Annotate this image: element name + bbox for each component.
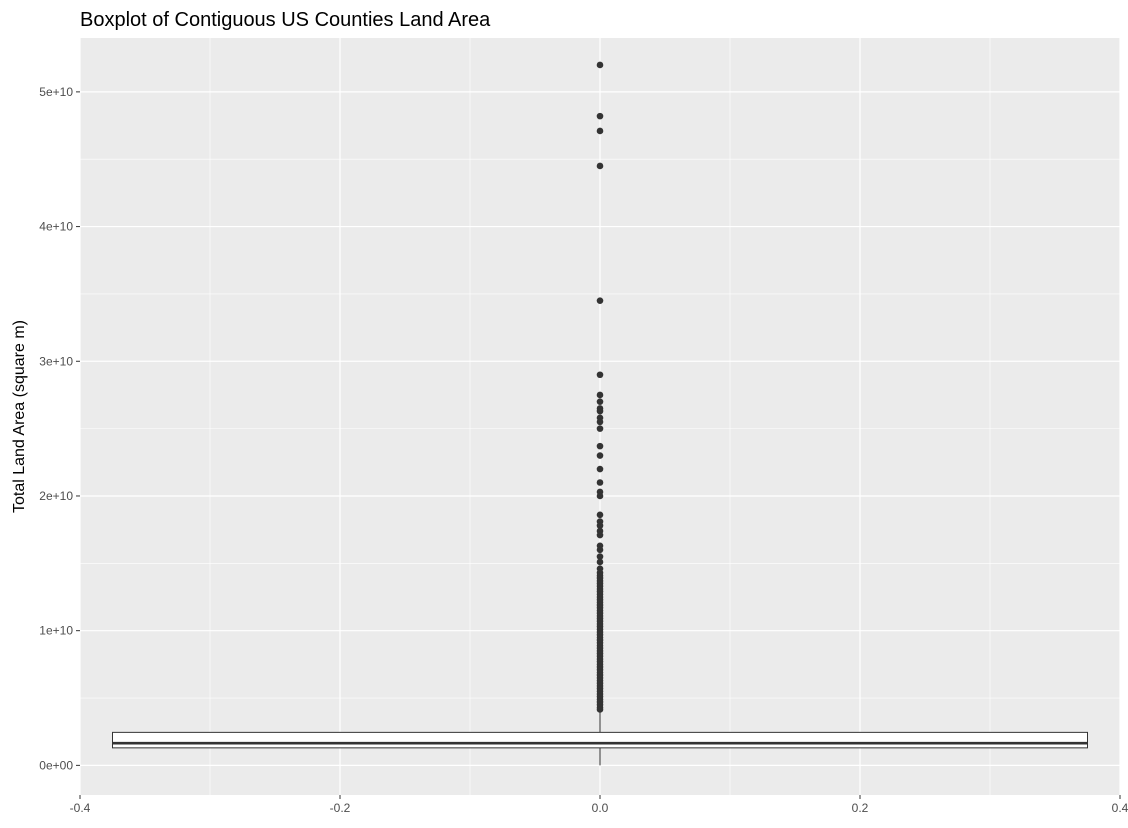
outlier-point bbox=[596, 558, 604, 566]
outlier-point bbox=[596, 546, 604, 554]
x-tick-label: 0.2 bbox=[852, 801, 869, 815]
outlier-point bbox=[596, 162, 604, 170]
y-tick-label: 1e+10 bbox=[39, 624, 73, 638]
outlier-point bbox=[596, 531, 604, 539]
outlier-point bbox=[596, 511, 604, 519]
outlier-point bbox=[596, 371, 604, 379]
outlier-points bbox=[596, 61, 604, 713]
outlier-point bbox=[596, 61, 604, 69]
outlier-point bbox=[596, 391, 604, 399]
outlier-point bbox=[596, 425, 604, 432]
outlier-point bbox=[596, 452, 604, 459]
y-axis-title: Total Land Area (square m) bbox=[11, 320, 28, 513]
x-tick-label: -0.4 bbox=[70, 801, 91, 815]
x-tick-label: 0.4 bbox=[1112, 801, 1128, 815]
outlier-point bbox=[596, 479, 604, 486]
box-element bbox=[112, 710, 1088, 766]
outlier-point bbox=[596, 706, 604, 713]
outlier-point bbox=[596, 112, 604, 120]
outlier-point bbox=[596, 418, 604, 426]
y-tick-label: 2e+10 bbox=[39, 489, 73, 503]
outlier-point bbox=[596, 522, 604, 529]
y-tick-label: 5e+10 bbox=[39, 85, 73, 99]
outlier-point bbox=[596, 442, 604, 450]
x-tick-label: 0.0 bbox=[592, 801, 609, 815]
outlier-point bbox=[596, 492, 604, 500]
chart-title: Boxplot of Contiguous US Counties Land A… bbox=[80, 9, 491, 31]
outlier-point bbox=[596, 407, 604, 415]
y-tick-label: 4e+10 bbox=[39, 220, 73, 234]
y-tick-label: 3e+10 bbox=[39, 354, 73, 368]
outlier-point bbox=[596, 127, 604, 135]
iqr-box bbox=[112, 731, 1088, 749]
x-axis: -0.4 -0.2 0.0 0.2 0.4 bbox=[70, 795, 1128, 815]
y-tick-label: 0e+00 bbox=[39, 758, 73, 772]
outlier-point bbox=[596, 297, 604, 304]
outlier-point bbox=[596, 465, 604, 473]
y-axis: 0e+00 1e+10 2e+10 3e+10 4e+10 5e+10 bbox=[39, 85, 80, 772]
x-tick-label: -0.2 bbox=[330, 801, 351, 815]
outlier-point bbox=[596, 553, 604, 560]
outlier-point bbox=[596, 398, 604, 405]
